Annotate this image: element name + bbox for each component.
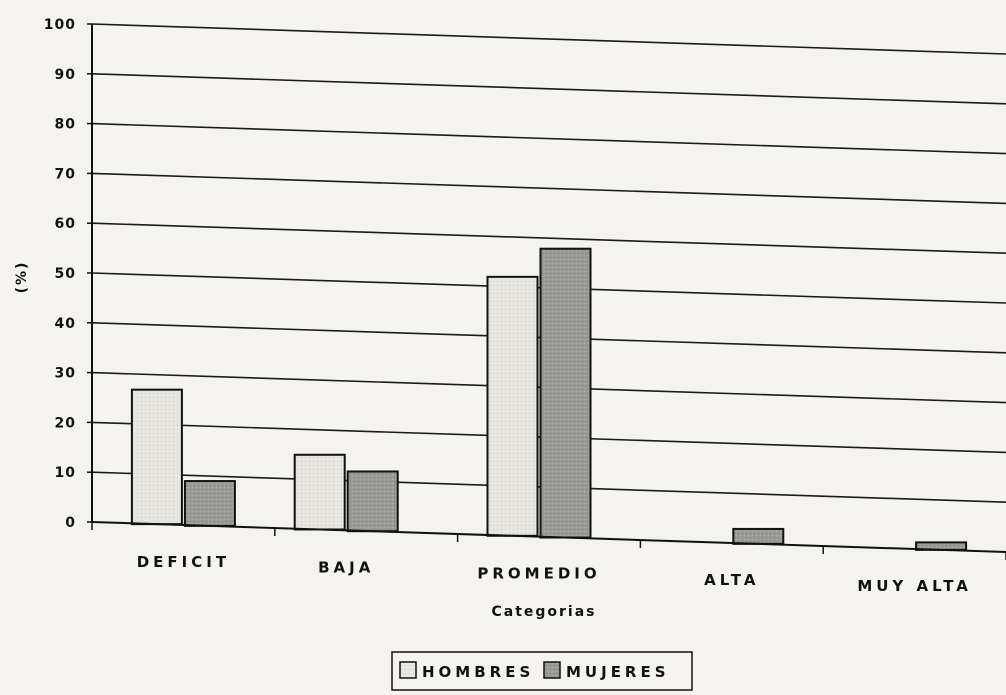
gridline (91, 222, 1006, 254)
gridline (91, 73, 1006, 105)
category-label: PROMEDIO (477, 565, 600, 583)
x-axis-title: Categorias (491, 604, 596, 620)
bar-mujeres-1 (346, 470, 399, 533)
y-tick-label: 70 (55, 166, 76, 182)
legend-label-mujeres: MUJERES (566, 663, 670, 681)
legend-swatch-hombres (399, 661, 417, 679)
y-tick-label: 20 (55, 415, 76, 431)
y-axis-title: (%) (14, 261, 30, 294)
bar-hombres-1 (293, 453, 346, 531)
y-tick-label: 80 (55, 117, 76, 133)
y-tick-label: 30 (55, 366, 76, 382)
y-tick-label: 40 (55, 316, 76, 332)
y-tick-label: 100 (44, 17, 76, 33)
gridline (91, 122, 1006, 155)
y-tick-label: 60 (55, 216, 76, 232)
x-axis-line (91, 521, 1006, 553)
category-label: BAJA (318, 558, 374, 576)
legend-box (391, 651, 693, 691)
y-tick-label: 90 (55, 67, 76, 83)
y-tick-labels: 0 10 20 30 40 50 60 70 80 90 100 (44, 17, 92, 531)
x-tick-labels: DEFICIT BAJA PROMEDIO ALTA MUY ALTA (91, 522, 1006, 595)
bars (130, 247, 968, 551)
y-tick-label: 0 (65, 515, 76, 531)
bar-mujeres-3 (732, 527, 785, 545)
legend: HOMBRES MUJERES (391, 651, 693, 691)
bar-mujeres-0 (183, 480, 236, 527)
category-label: ALTA (704, 571, 759, 589)
y-tick-label: 10 (55, 465, 76, 481)
legend-swatch-mujeres (543, 661, 561, 679)
category-label: DEFICIT (137, 553, 230, 571)
y-tick-label: 50 (55, 266, 76, 282)
gridline (91, 172, 1006, 205)
bar-mujeres-2 (539, 247, 592, 539)
legend-label-hombres: HOMBRES (422, 663, 534, 681)
bar-hombres-2 (486, 275, 539, 537)
category-label: MUY ALTA (857, 577, 972, 595)
gridline (91, 23, 1006, 55)
bar-hombres-0 (130, 388, 183, 526)
